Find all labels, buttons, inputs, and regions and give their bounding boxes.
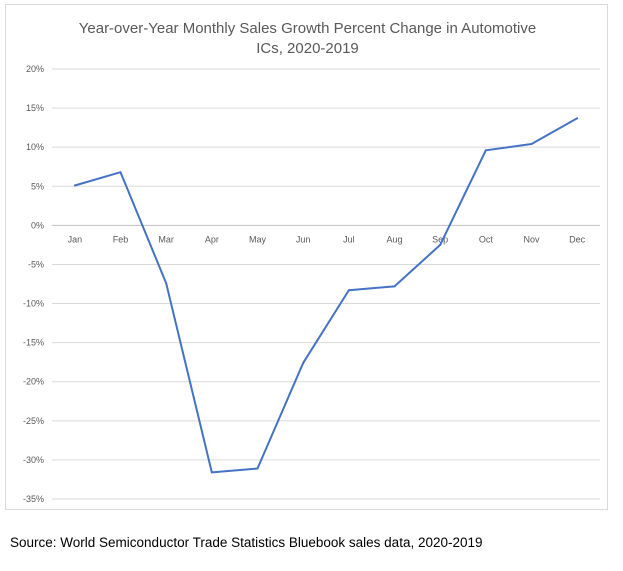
data-point	[73, 184, 76, 187]
data-point	[165, 282, 168, 285]
line-chart: Year-over-Year Monthly Sales Growth Perc…	[23, 20, 600, 504]
series-line	[74, 117, 578, 474]
y-axis-tick-labels: 20% 15% 10% 5% 0% -5% -10% -15% -20% -25% -30% -35%	[23, 64, 44, 504]
x-tick-label: Dec	[569, 234, 586, 244]
chart-frame: Year-over-Year Monthly Sales Growth Perc…	[5, 4, 608, 510]
x-axis-tick-labels: Jan Feb Mar Apr May Jun Jul Aug Sep Oct Nov Dec	[68, 234, 586, 244]
x-tick-label: Feb	[113, 234, 129, 244]
data-point	[439, 243, 442, 246]
y-tick-label: -10%	[23, 299, 44, 309]
data-point	[530, 143, 533, 146]
y-tick-label: 0%	[31, 220, 44, 230]
x-tick-label: Oct	[479, 234, 494, 244]
x-tick-label: Mar	[158, 234, 174, 244]
y-tick-label: 5%	[31, 181, 44, 191]
y-tick-label: 10%	[26, 142, 44, 152]
x-tick-label: Aug	[386, 234, 402, 244]
x-tick-label: Jun	[296, 234, 311, 244]
gridlines	[52, 68, 600, 500]
data-point	[302, 361, 305, 364]
data-point	[210, 471, 213, 474]
y-tick-label: -35%	[23, 494, 44, 504]
data-point	[256, 467, 259, 470]
x-tick-label: May	[249, 234, 267, 244]
data-point	[393, 285, 396, 288]
x-tick-label: Jan	[68, 234, 83, 244]
y-tick-label: -20%	[23, 377, 44, 387]
series-layer	[73, 117, 579, 474]
x-tick-label: Jul	[343, 234, 355, 244]
chart-title-line-2: ICs, 2020-2019	[256, 40, 359, 57]
chart-title-line-1: Year-over-Year Monthly Sales Growth Perc…	[79, 20, 536, 37]
y-tick-label: -5%	[28, 259, 44, 269]
x-tick-label: Sep	[432, 234, 448, 244]
y-tick-label: 15%	[26, 103, 44, 113]
y-tick-label: -30%	[23, 455, 44, 465]
x-tick-label: Apr	[205, 234, 219, 244]
source-note: Source: World Semiconductor Trade Statis…	[10, 535, 483, 550]
x-tick-label: Nov	[523, 234, 540, 244]
y-tick-label: 20%	[26, 64, 44, 74]
data-point	[119, 171, 122, 174]
y-tick-label: -25%	[23, 416, 44, 426]
data-point	[576, 117, 579, 120]
y-tick-label: -15%	[23, 338, 44, 348]
data-point	[484, 149, 487, 152]
data-point	[347, 289, 350, 292]
